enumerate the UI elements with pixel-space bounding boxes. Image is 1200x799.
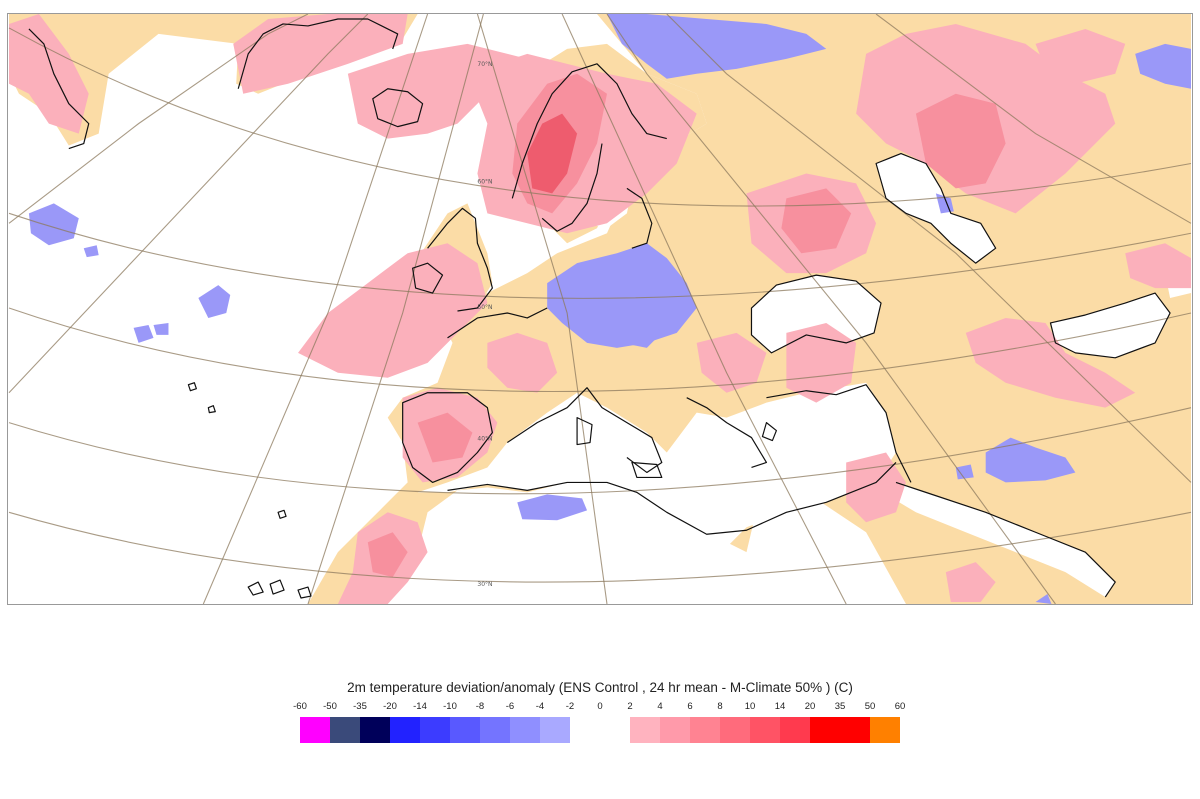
legend-swatch — [780, 717, 810, 743]
legend-tick-label: 0 — [597, 701, 603, 712]
lat-label-50n: 50°N — [477, 304, 492, 311]
cold-anomaly-layer — [28, 14, 1191, 604]
legend-tick-label: 20 — [804, 701, 816, 712]
coastlines — [28, 18, 1171, 599]
forecast-map: 70°N 60°N 50°N 40°N 30°N — [7, 13, 1193, 605]
legend-swatch — [870, 717, 900, 743]
legend-swatch — [750, 717, 780, 743]
legend-tick-label: 4 — [657, 701, 663, 712]
legend-tick-label: -8 — [475, 701, 485, 712]
lat-label-40n: 40°N — [477, 436, 492, 443]
black-sea — [751, 275, 882, 353]
legend-tick-label: 35 — [834, 701, 846, 712]
legend-swatch — [480, 717, 510, 743]
caspian-sea — [876, 153, 996, 264]
legend-tick-label: -14 — [413, 701, 427, 712]
legend-swatch — [690, 717, 720, 743]
legend-swatch — [330, 717, 360, 743]
graticule — [8, 14, 1192, 604]
legend-tick-label: -6 — [505, 701, 515, 712]
legend-swatch — [450, 717, 480, 743]
europe-temperature-anomaly-map: 70°N 60°N 50°N 40°N 30°N — [8, 14, 1192, 604]
legend-tick-label: 6 — [687, 701, 693, 712]
legend-tick-label: -10 — [443, 701, 457, 712]
legend-swatch — [420, 717, 450, 743]
legend-title: 2m temperature deviation/anomaly (ENS Co… — [347, 680, 853, 695]
legend-swatch — [630, 717, 660, 743]
red-sea — [891, 482, 1116, 598]
legend-swatch — [570, 717, 600, 743]
legend-tick-label: 60 — [894, 701, 906, 712]
legend-tick-label: 50 — [864, 701, 876, 712]
color-legend: 2m temperature deviation/anomaly (ENS Co… — [0, 680, 1200, 760]
legend-tick-label: 8 — [717, 701, 723, 712]
legend-tick-label: -2 — [565, 701, 575, 712]
legend-swatch — [840, 717, 870, 743]
legend-swatch — [300, 717, 330, 743]
legend-tick-label: -20 — [383, 701, 397, 712]
legend-tick-labels: -60 -50 -35 -20 -14 -10 -8 -6 -4 -2 0 2 4 6 8 10 14 20 35 5… — [0, 701, 1200, 715]
legend-tick-label: 14 — [774, 701, 786, 712]
legend-tick-label: -50 — [323, 701, 337, 712]
legend-swatch — [600, 717, 630, 743]
legend-swatch — [810, 717, 840, 743]
legend-swatch — [540, 717, 570, 743]
legend-color-bar — [300, 717, 900, 743]
legend-swatch — [660, 717, 690, 743]
legend-swatch — [720, 717, 750, 743]
persian-gulf — [1050, 293, 1171, 358]
warm-anomaly-layer — [9, 14, 1191, 604]
legend-tick-label: 10 — [744, 701, 756, 712]
legend-tick-label: -60 — [293, 701, 307, 712]
legend-swatch — [390, 717, 420, 743]
lat-label-30n: 30°N — [477, 581, 492, 588]
legend-tick-label: 2 — [627, 701, 633, 712]
legend-swatch — [510, 717, 540, 743]
legend-swatch — [360, 717, 390, 743]
lat-label-60n: 60°N — [477, 178, 492, 185]
legend-tick-label: -4 — [535, 701, 545, 712]
legend-tick-label: -35 — [353, 701, 367, 712]
lat-label-70n: 70°N — [477, 61, 492, 68]
